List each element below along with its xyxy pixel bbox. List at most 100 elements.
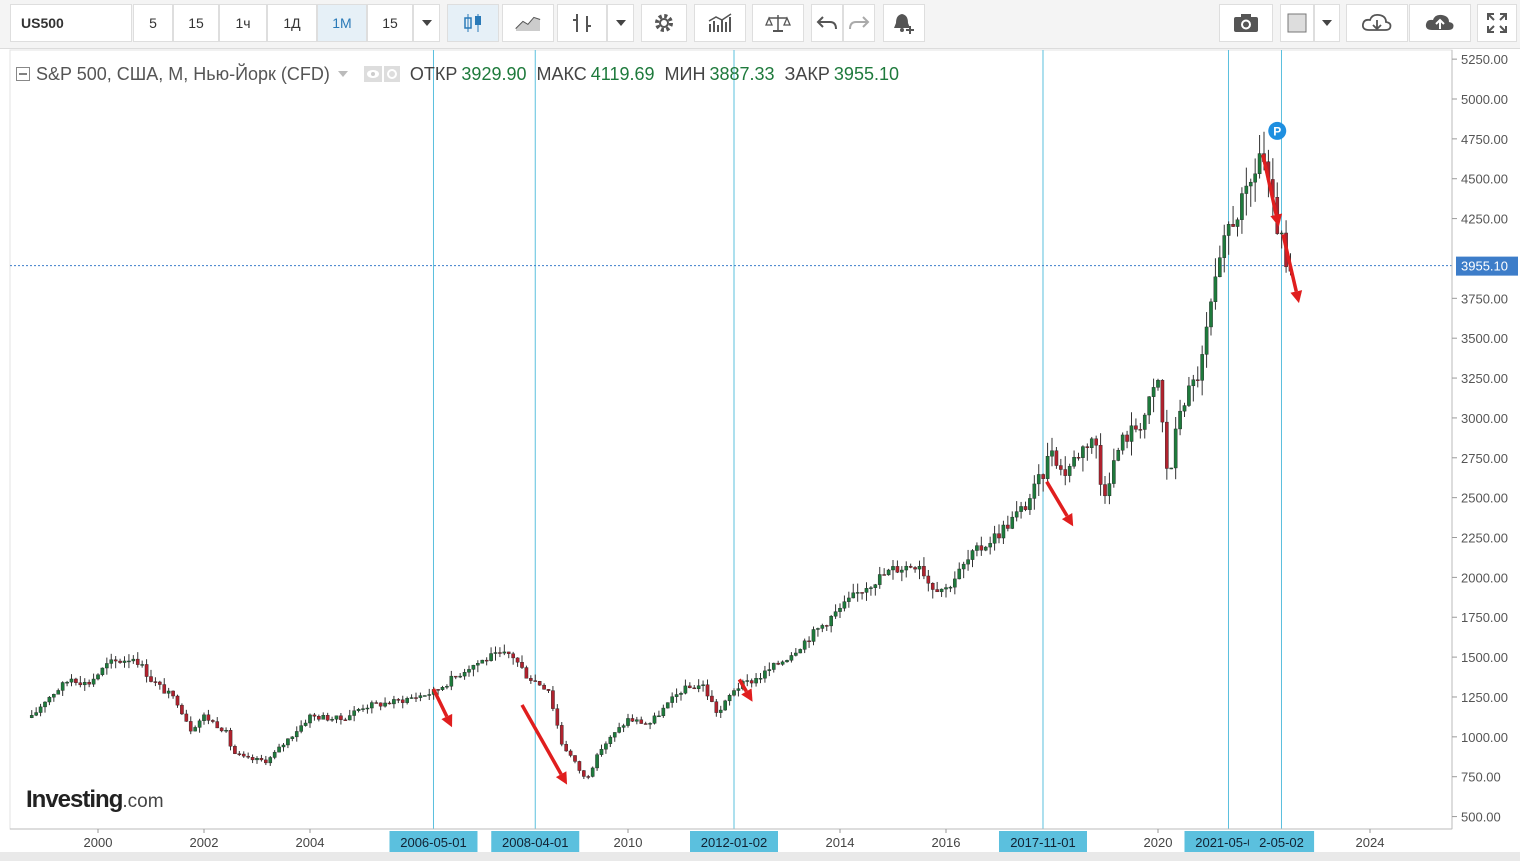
y-tick-label: 3000.00: [1461, 411, 1508, 426]
candle-body: [1235, 219, 1240, 227]
interval-15[interactable]: 15: [173, 4, 219, 42]
candle-body: [1063, 469, 1068, 476]
candle-body: [87, 681, 91, 685]
eye-icon[interactable]: [363, 66, 382, 82]
interval-dropdown[interactable]: [413, 4, 440, 42]
bar-style-button[interactable]: [557, 4, 607, 42]
compare-button[interactable]: [752, 4, 804, 42]
candle-body: [926, 575, 931, 584]
candle-body: [400, 699, 405, 703]
fullscreen-button[interactable]: [1477, 4, 1517, 42]
candle-body: [1006, 524, 1010, 529]
candle-body: [639, 719, 644, 724]
candle-body: [529, 678, 533, 681]
candle-body: [312, 714, 317, 717]
settings-icon[interactable]: [383, 66, 400, 82]
candle-body: [1072, 457, 1076, 467]
candle-body: [714, 701, 719, 713]
high-value: 4119.69: [590, 63, 655, 84]
screenshot-button[interactable]: [1219, 4, 1273, 42]
candle-body: [352, 710, 356, 716]
candle-body: [255, 758, 259, 761]
symbol-input[interactable]: US500: [10, 4, 132, 42]
price-chart[interactable]: P 5250.00 5000.00 4750.00 4500.00 4250.00 375…: [0, 48, 1520, 861]
interval-1h[interactable]: 1ч: [219, 4, 267, 42]
candle-body: [595, 754, 599, 769]
candle-body: [1076, 457, 1081, 459]
candle-body: [303, 722, 308, 726]
candle-body: [241, 753, 246, 757]
x-tick-label: 2020: [1144, 835, 1173, 850]
candle-body: [1125, 434, 1129, 442]
chart-type-dropdown[interactable]: [607, 4, 634, 42]
candle-body: [657, 715, 661, 718]
candle-body: [166, 690, 171, 694]
interval-1d[interactable]: 1Д: [267, 4, 317, 42]
y-tick-label: 2250.00: [1461, 531, 1508, 546]
candle-body: [696, 685, 701, 689]
chevron-down-icon[interactable]: [336, 69, 350, 79]
candle-body: [992, 533, 997, 544]
candle-body: [158, 681, 162, 685]
candle-body: [1050, 450, 1054, 457]
y-tick-label: 5000.00: [1461, 92, 1508, 107]
candle-body: [378, 702, 383, 707]
candle-body: [1036, 474, 1041, 485]
color-dropdown[interactable]: [1314, 4, 1340, 42]
marker-date-label: 2008-04-01: [502, 835, 569, 850]
candle-body: [506, 651, 511, 654]
candle-body: [1231, 224, 1235, 227]
interval-custom[interactable]: 15: [367, 4, 413, 42]
candle-body: [886, 569, 891, 576]
bar-style-icon: [573, 14, 591, 32]
interval-5[interactable]: 5: [133, 4, 173, 42]
candle-body: [69, 678, 74, 683]
indicators-button[interactable]: [694, 4, 746, 42]
candle-body: [877, 574, 882, 585]
candle-body: [824, 625, 829, 627]
candle-body: [498, 652, 502, 654]
candle-body: [546, 689, 551, 691]
candle-body: [763, 670, 767, 679]
undo-button[interactable]: [811, 4, 843, 42]
candle-body: [458, 675, 462, 678]
save-layout-button[interactable]: [1409, 4, 1471, 42]
candle-body: [802, 640, 807, 650]
chevron-down-icon: [421, 20, 432, 26]
current-price-tag: [1456, 256, 1518, 276]
y-tick-label: 2500.00: [1461, 491, 1508, 506]
candle-body: [1182, 405, 1187, 412]
candle-body: [202, 714, 206, 722]
event-badge-icon[interactable]: [1268, 121, 1287, 140]
candle-body: [1001, 524, 1006, 539]
candle-body: [29, 715, 34, 718]
candle-body: [162, 684, 167, 694]
candle-body: [948, 586, 953, 589]
candle-body: [188, 721, 193, 732]
candle-body: [219, 727, 224, 732]
candle-body: [418, 695, 423, 698]
candle-body: [648, 723, 652, 725]
redo-button[interactable]: [843, 4, 875, 42]
candle-body: [1195, 379, 1200, 381]
collapse-icon[interactable]: [16, 67, 30, 81]
high-label: МАКС: [536, 63, 587, 84]
candle-body: [484, 659, 489, 662]
candle-body: [233, 746, 237, 754]
candles-button[interactable]: [447, 4, 499, 42]
instrument-title[interactable]: S&P 500, США, М, Нью-Йорк (CFD): [36, 63, 330, 84]
trend-arrow: [1261, 154, 1278, 216]
candle-body: [1138, 429, 1143, 431]
settings-button[interactable]: [641, 4, 687, 42]
color-button[interactable]: [1280, 4, 1314, 42]
alert-button[interactable]: [883, 4, 925, 42]
line-chart-button[interactable]: [502, 4, 554, 42]
candle-body: [829, 616, 833, 627]
candle-body: [612, 732, 617, 738]
candle-body: [718, 709, 723, 713]
candle-body: [1081, 446, 1085, 458]
load-layout-button[interactable]: [1346, 4, 1408, 42]
candle-body: [900, 569, 904, 573]
interval-1m[interactable]: 1М: [317, 4, 367, 42]
scrollbar[interactable]: [0, 852, 1520, 861]
